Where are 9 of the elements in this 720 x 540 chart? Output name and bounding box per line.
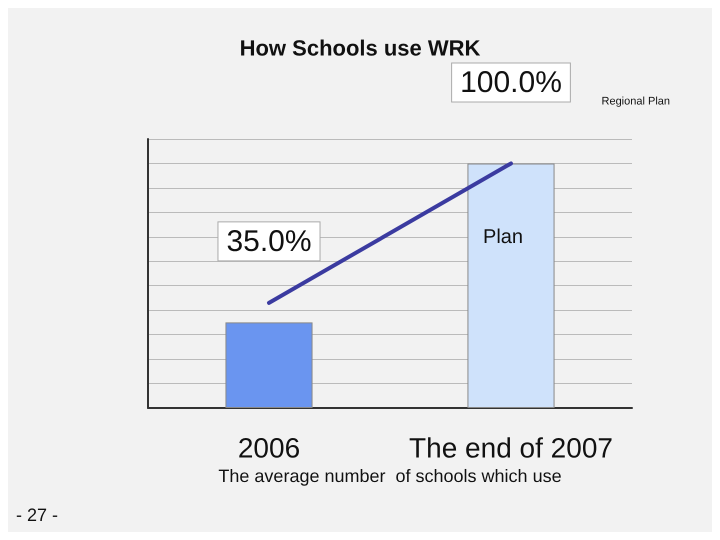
text: Plan xyxy=(482,226,524,248)
text: Regional Plan xyxy=(602,96,670,108)
data-label: 100.0% xyxy=(460,66,562,99)
x-tick-label: The end of 2007 xyxy=(409,432,613,464)
x-axis-title: The average number of schools which use xyxy=(218,466,562,486)
data-label: 35.0% xyxy=(226,224,312,258)
chart-title: How Schools use WRK xyxy=(240,36,481,60)
text: - 27 - xyxy=(16,505,58,525)
x-tick-label: 2006 xyxy=(238,432,300,464)
